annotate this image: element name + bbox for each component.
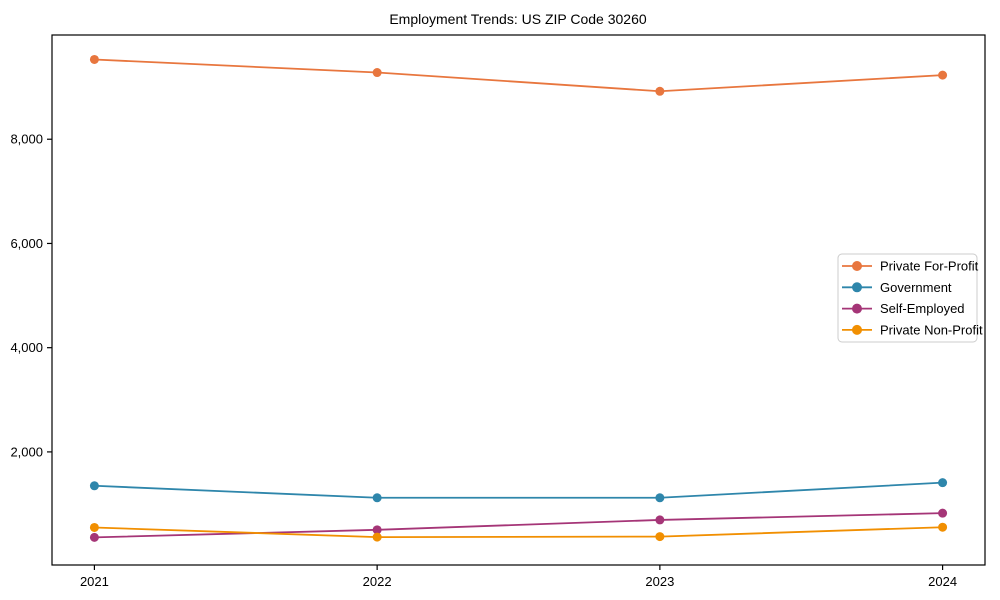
y-tick-label: 6,000: [10, 236, 43, 251]
data-point-marker: [372, 493, 382, 503]
x-tick-label: 2023: [645, 574, 674, 589]
series-line-private-non-profit: [94, 526, 943, 539]
legend-label: Private Non-Profit: [880, 322, 983, 337]
data-point-marker: [89, 481, 99, 491]
axes: 2,000 4,000 6,000 8,000 2021 2022 2023 2024: [10, 34, 986, 589]
data-point-marker: [372, 68, 382, 78]
data-point-marker: [938, 508, 948, 518]
plot-box: [51, 34, 986, 566]
legend-marker: [852, 282, 862, 293]
data-point-marker: [372, 532, 382, 542]
legend-marker: [852, 303, 862, 314]
legend-label: Private For-Profit: [880, 259, 979, 274]
chart-title: Employment Trends: US ZIP Code 30260: [389, 11, 647, 27]
data-point-marker: [89, 522, 99, 532]
series-line-government: [94, 481, 943, 499]
series-line-private-for-profit: [94, 58, 943, 93]
legend-marker: [852, 324, 862, 335]
data-point-marker: [655, 493, 665, 503]
y-tick-label: 4,000: [10, 340, 43, 355]
data-point-marker: [89, 532, 99, 542]
legend-marker: [852, 261, 862, 271]
series-group: [89, 54, 948, 542]
y-tick-label: 2,000: [10, 444, 43, 459]
legend-label: Self-Employed: [880, 301, 965, 316]
data-point-marker: [89, 54, 99, 64]
x-tick-label: 2021: [80, 574, 109, 589]
data-point-marker: [655, 532, 665, 542]
legend-label: Government: [880, 280, 952, 295]
data-point-marker: [938, 70, 948, 80]
legend-box: [837, 253, 978, 343]
x-tick-label: 2022: [363, 574, 392, 589]
x-tick-label: 2024: [928, 574, 957, 589]
data-point-marker: [655, 515, 665, 525]
series-line-self-employed: [94, 512, 943, 539]
data-point-marker: [655, 86, 665, 96]
legend: Private For-Profit Government Self-Employe…: [837, 253, 983, 343]
y-tick-label: 8,000: [10, 132, 43, 147]
data-point-marker: [372, 525, 382, 535]
data-point-marker: [938, 478, 948, 488]
data-point-marker: [938, 522, 948, 532]
